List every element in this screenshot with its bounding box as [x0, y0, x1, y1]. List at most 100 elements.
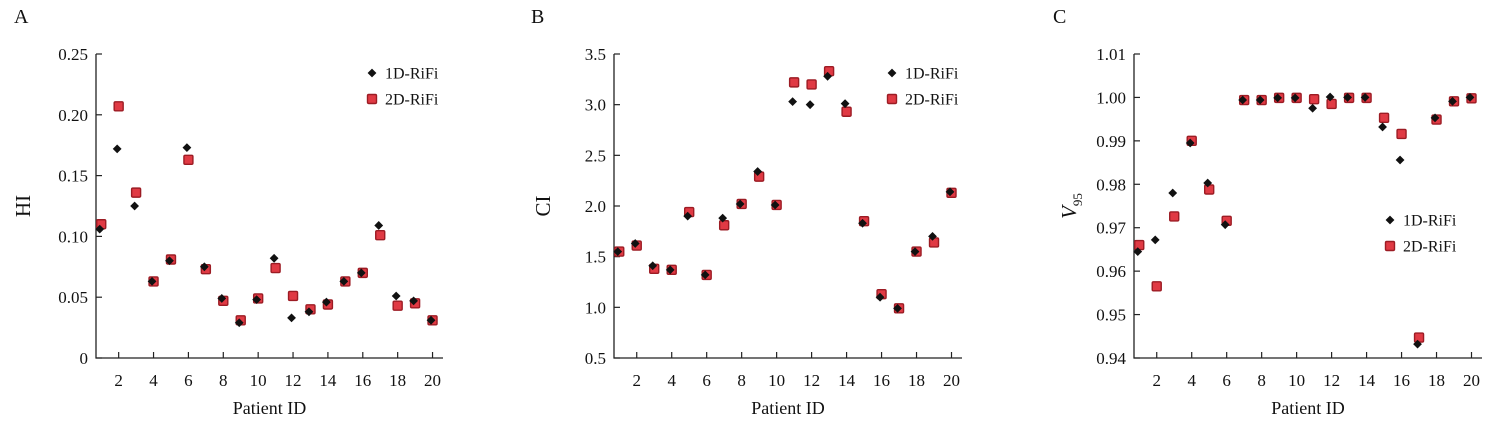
point-1d-rifi-14: [840, 99, 850, 109]
point-1d-rifi-14: [1360, 93, 1370, 102]
y-tick-label: 0.5: [585, 349, 606, 368]
point-1d-rifi-1: [95, 224, 105, 234]
point-1d-rifi-19: [409, 296, 419, 306]
legend: 1D-RiFi 2D-RiFi: [886, 66, 959, 109]
point-1d-rifi-20: [945, 187, 955, 197]
point-1d-rifi-13: [304, 307, 314, 317]
series-2d-rifi: [96, 101, 438, 326]
x-axis-label: Patient ID: [751, 398, 825, 418]
point-1d-rifi-13: [1343, 93, 1352, 102]
x-tick-label: 8: [219, 371, 228, 390]
series-1d-rifi: [1133, 92, 1475, 349]
x-axis-label: Patient ID: [1271, 398, 1345, 418]
y-tick-label: 0.20: [58, 106, 88, 125]
point-1d-rifi-1: [1133, 247, 1143, 256]
point-1d-rifi-9: [753, 167, 763, 176]
point-2d-rifi-17: [375, 229, 386, 241]
point-1d-rifi-7: [1238, 95, 1248, 105]
axis-lines: [1133, 54, 1482, 359]
series-1d-rifi: [95, 143, 436, 328]
legend: 1D-RiFi 2D-RiFi: [1384, 213, 1457, 256]
y-tick-label: 0.94: [1096, 349, 1126, 368]
y-axis-label: V95: [1057, 193, 1085, 219]
y-tick-label: 0.25: [58, 45, 88, 64]
y-tick-label: 2.5: [585, 146, 606, 165]
x-tick-label: 12: [803, 371, 820, 390]
point-1d-rifi-5: [683, 211, 693, 221]
x-tick-label: 14: [838, 371, 856, 390]
point-1d-rifi-18: [1430, 113, 1440, 123]
y-tick-label: 0.97: [1096, 219, 1126, 238]
y-tick-label: 0.95: [1096, 306, 1126, 325]
point-2d-rifi-16: [1396, 128, 1407, 140]
point-1d-rifi-19: [928, 232, 937, 241]
legend-label: 2D-RiFi: [385, 92, 439, 109]
x-axis-label: Patient ID: [233, 398, 307, 418]
y-axis-label: CI: [531, 195, 555, 216]
point-1d-rifi-4: [1185, 138, 1195, 148]
y-tick-label: 3.5: [585, 45, 606, 64]
point-1d-rifi-15: [1378, 122, 1387, 132]
panel-b: B 0.5 1.0 1.5 2.0 2.5 3.0 3.5 2 4 6 8 10 12 14 16 18 20 Pa…: [531, 6, 962, 418]
point-1d-rifi-18: [391, 291, 401, 301]
point-2d-rifi-14: [841, 106, 852, 117]
point-1d-rifi-10: [252, 295, 262, 305]
point-2d-rifi-6: [183, 154, 194, 165]
legend-label: 1D-RiFi: [1403, 213, 1457, 230]
point-2d-rifi-15: [1378, 112, 1390, 124]
legend: 1D-RiFi 2D-RiFi: [366, 66, 439, 109]
point-1d-rifi-4: [665, 265, 675, 275]
point-1d-rifi-20: [1465, 93, 1475, 102]
point-1d-rifi-17: [374, 221, 384, 230]
legend-marker-2d-rifi: [366, 93, 378, 105]
x-tick-label: 20: [1463, 371, 1480, 390]
point-1d-rifi-16: [1395, 155, 1405, 165]
y-tick-label: 0.98: [1096, 175, 1126, 194]
legend-label: 2D-RiFi: [1403, 239, 1457, 256]
panel-letter: C: [1053, 6, 1066, 28]
y-tick-label: 1.01: [1096, 45, 1126, 64]
x-tick-label: 18: [908, 371, 925, 390]
x-tick-label: 8: [1257, 371, 1266, 390]
point-2d-rifi-3: [1169, 211, 1180, 222]
y-axis-label-subscript: 95: [1070, 193, 1085, 206]
legend-label: 1D-RiFi: [385, 66, 439, 83]
x-tick-label: 2: [1152, 371, 1161, 390]
point-1d-rifi-9: [234, 318, 244, 328]
legend-marker-1d-rifi: [367, 68, 377, 78]
legend-marker-2d-rifi: [1384, 240, 1396, 252]
x-tick-label: 4: [1187, 371, 1196, 390]
x-tick-label: 14: [1358, 371, 1376, 390]
point-1d-rifi-12: [287, 313, 296, 323]
x-tick-label: 16: [354, 371, 371, 390]
point-1d-rifi-20: [426, 315, 436, 325]
panel-c: C 0.94 0.95 0.96 0.97 0.98 0.99 1.00 1.01 2 4 6 8 10 1…: [1053, 6, 1482, 418]
point-2d-rifi-12: [287, 290, 299, 302]
y-tick-label: 0.99: [1096, 132, 1126, 151]
point-1d-rifi-2: [112, 144, 122, 154]
point-1d-rifi-15: [858, 218, 867, 228]
series-1d-rifi: [613, 71, 955, 313]
point-2d-rifi-2: [113, 101, 124, 112]
point-1d-rifi-3: [648, 261, 658, 271]
x-tick-label: 16: [1393, 371, 1410, 390]
x-tick-label: 2: [114, 371, 123, 390]
point-1d-rifi-11: [269, 253, 279, 263]
x-tick-label: 12: [1323, 371, 1340, 390]
point-2d-rifi-5: [1203, 184, 1215, 195]
point-1d-rifi-18: [910, 247, 920, 256]
point-2d-rifi-11: [270, 262, 281, 274]
point-2d-rifi-7: [718, 220, 730, 231]
x-tick-label: 16: [873, 371, 890, 390]
x-tick-label: 10: [250, 371, 267, 390]
y-tick-label: 0: [80, 349, 89, 368]
point-1d-rifi-10: [1290, 93, 1300, 103]
legend-label: 2D-RiFi: [905, 92, 959, 109]
point-2d-rifi-11: [788, 77, 800, 88]
point-2d-rifi-2: [1151, 281, 1162, 292]
y-axis-label: HI: [11, 195, 35, 217]
point-1d-rifi-4: [147, 276, 157, 286]
point-1d-rifi-3: [1168, 188, 1178, 198]
point-1d-rifi-9: [1273, 93, 1283, 103]
point-1d-rifi-5: [1203, 178, 1213, 188]
